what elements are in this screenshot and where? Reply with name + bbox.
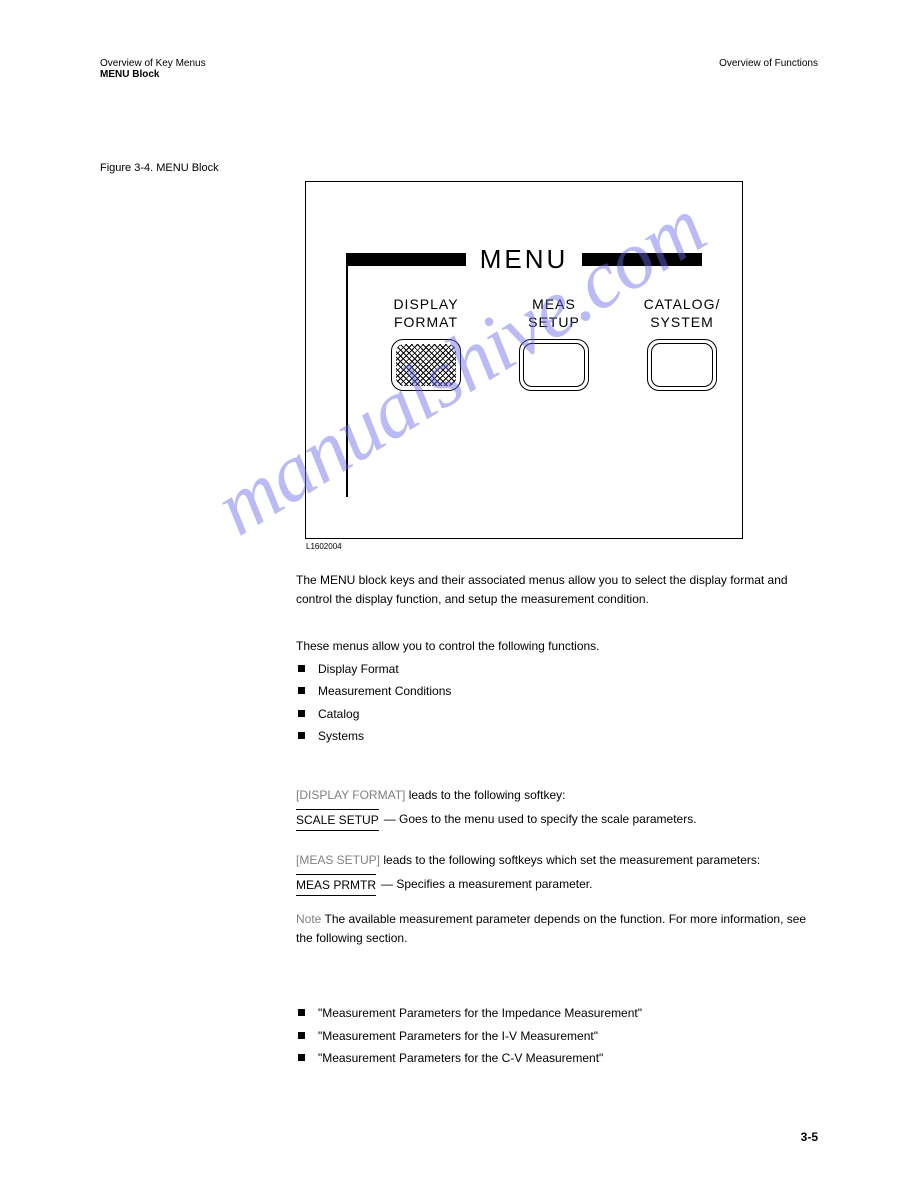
list-item: Display Format <box>318 660 818 679</box>
p4-lead: [MEAS SETUP] leads to the following soft… <box>296 851 818 870</box>
key-ref: [DISPLAY FORMAT] <box>296 788 405 802</box>
key-ref: [MEAS SETUP] <box>296 853 380 867</box>
header-left-line1: Overview of Key Menus <box>100 58 206 69</box>
meas-setup-button-icon <box>519 339 589 391</box>
list-item: "Measurement Parameters for the I-V Meas… <box>318 1027 818 1046</box>
paragraph-intro: The MENU block keys and their associated… <box>296 571 818 608</box>
page-header: Overview of Key Menus MENU Block Overvie… <box>100 58 818 80</box>
header-left-line2: MENU Block <box>100 69 206 80</box>
list-item: Catalog <box>318 705 818 724</box>
list-item: "Measurement Parameters for the Impedanc… <box>318 1004 818 1023</box>
p2-intro: These menus allow you to control the fol… <box>296 637 818 656</box>
softkey-scale-setup: SCALE SETUP — Goes to the menu used to s… <box>296 809 818 832</box>
button-label: CATALOG/ SYSTEM <box>644 295 721 331</box>
paragraph-refs: "Measurement Parameters for the Impedanc… <box>296 1000 818 1072</box>
note-label: Note <box>296 912 321 926</box>
button-label: DISPLAY FORMAT <box>393 295 458 331</box>
note-block: Note The available measurement parameter… <box>296 910 818 947</box>
button-group-catalog-system: CATALOG/ SYSTEM <box>632 295 732 391</box>
refs-list: "Measurement Parameters for the Impedanc… <box>296 1004 818 1068</box>
softkey-meas-prmtr: MEAS PRMTR — Specifies a measurement par… <box>296 874 818 897</box>
figure-label: Figure 3-4. MENU Block <box>100 162 219 174</box>
display-format-button-icon <box>391 339 461 391</box>
p3-lead: [DISPLAY FORMAT] leads to the following … <box>296 786 818 805</box>
title-bar-right <box>582 253 702 266</box>
paragraph-meas-setup: [MEAS SETUP] leads to the following soft… <box>296 851 818 947</box>
diagram-vertical-line <box>346 257 348 497</box>
title-bar-left <box>346 253 466 266</box>
header-left: Overview of Key Menus MENU Block <box>100 58 206 80</box>
button-label: MEAS SETUP <box>528 295 580 331</box>
button-group-meas-setup: MEAS SETUP <box>504 295 604 391</box>
softkey-desc: — Specifies a measurement parameter. <box>381 874 592 897</box>
list-item: Measurement Conditions <box>318 682 818 701</box>
list-item: "Measurement Parameters for the C-V Meas… <box>318 1049 818 1068</box>
diagram-buttons-row: DISPLAY FORMAT MEAS SETUP CATALOG/ SYSTE… <box>376 295 732 391</box>
note-text: The available measurement parameter depe… <box>296 912 806 945</box>
list-item: Systems <box>318 727 818 746</box>
softkey-desc: — Goes to the menu used to specify the s… <box>384 809 697 832</box>
page-number: 3-5 <box>801 1130 818 1144</box>
header-right-line1: Overview of Functions <box>719 58 818 69</box>
catalog-system-button-icon <box>647 339 717 391</box>
softkey-label: MEAS PRMTR <box>296 874 376 897</box>
header-right: Overview of Functions <box>719 58 818 80</box>
menu-title-row: MENU <box>346 244 702 275</box>
paragraph-display-format: [DISPLAY FORMAT] leads to the following … <box>296 786 818 835</box>
menu-title: MENU <box>466 244 583 275</box>
diagram-code: L1602004 <box>306 542 342 551</box>
softkey-label: SCALE SETUP <box>296 809 379 832</box>
paragraph-functions: These menus allow you to control the fol… <box>296 637 818 750</box>
menu-diagram: MENU DISPLAY FORMAT MEAS SETUP CATALOG/ … <box>305 181 743 539</box>
functions-list: Display Format Measurement Conditions Ca… <box>296 660 818 746</box>
button-group-display-format: DISPLAY FORMAT <box>376 295 476 391</box>
